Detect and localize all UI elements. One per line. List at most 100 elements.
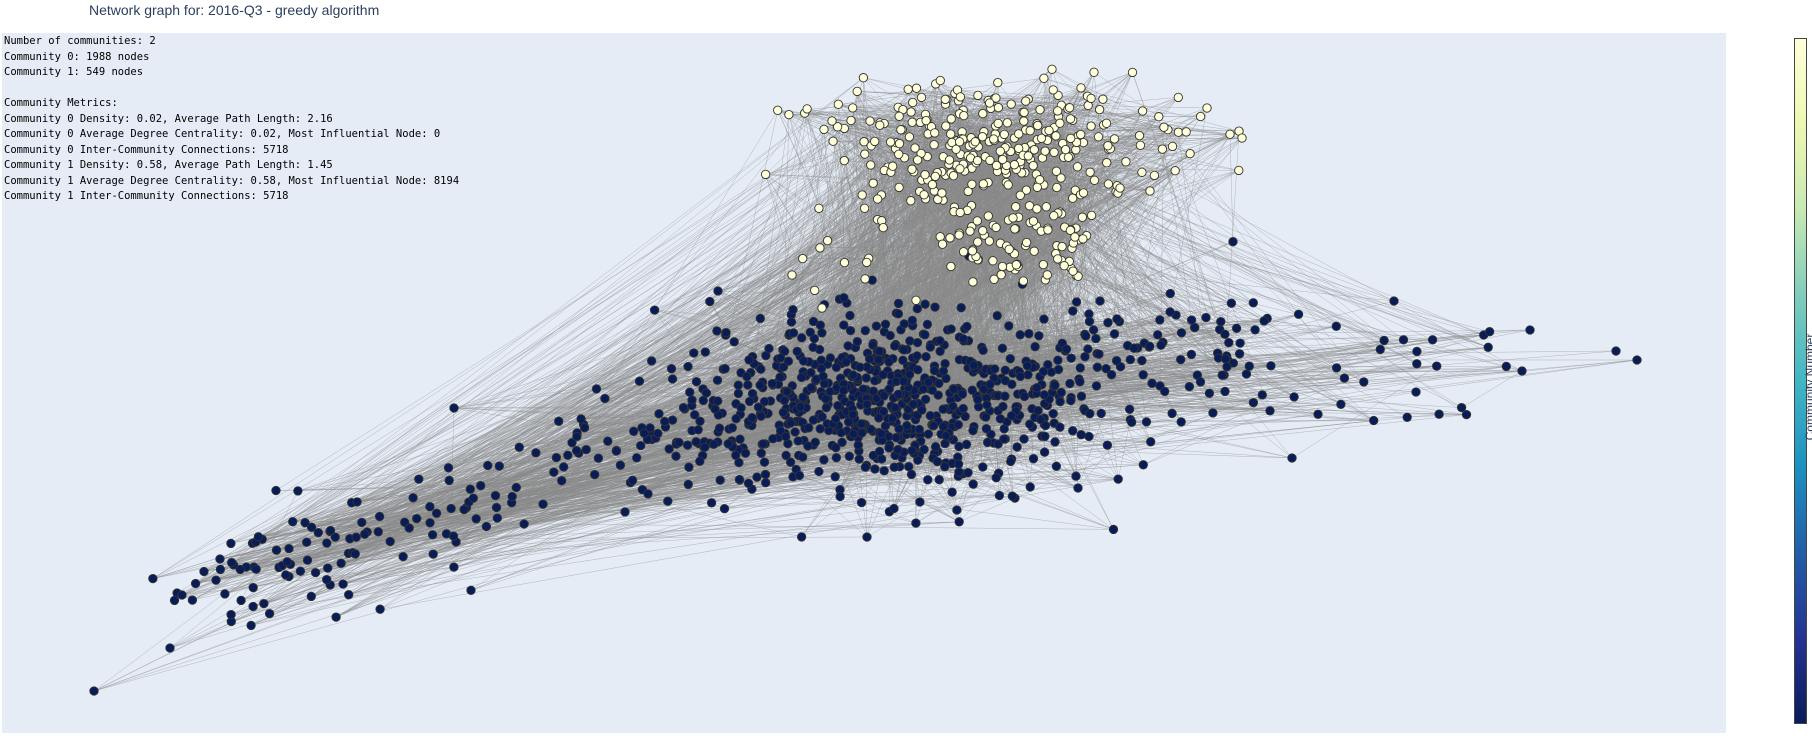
community-1-node[interactable]	[1051, 166, 1062, 176]
community-0-node[interactable]	[999, 434, 1009, 444]
community-1-node[interactable]	[1089, 67, 1099, 77]
community-0-node[interactable]	[1083, 344, 1093, 354]
community-0-node[interactable]	[845, 325, 856, 336]
community-0-node[interactable]	[1127, 417, 1137, 427]
community-0-node[interactable]	[878, 406, 889, 417]
community-0-node[interactable]	[1019, 391, 1030, 402]
community-0-node[interactable]	[1287, 453, 1297, 463]
community-1-node[interactable]	[1068, 266, 1078, 276]
community-0-node[interactable]	[351, 532, 361, 542]
community-0-node[interactable]	[817, 328, 827, 338]
community-0-node[interactable]	[1216, 316, 1226, 327]
community-1-node[interactable]	[760, 169, 771, 180]
community-0-node[interactable]	[861, 373, 871, 383]
community-0-node[interactable]	[427, 530, 438, 540]
community-0-node[interactable]	[913, 365, 923, 375]
community-0-node[interactable]	[862, 532, 872, 542]
community-1-node[interactable]	[1008, 213, 1018, 223]
community-0-node[interactable]	[1201, 312, 1211, 323]
community-0-node[interactable]	[979, 384, 989, 394]
community-1-node[interactable]	[1195, 111, 1206, 122]
community-1-node[interactable]	[1094, 104, 1105, 115]
community-1-node[interactable]	[857, 190, 867, 200]
community-0-node[interactable]	[685, 387, 695, 397]
community-0-node[interactable]	[1007, 491, 1018, 501]
community-0-node[interactable]	[1389, 296, 1399, 306]
community-1-node[interactable]	[996, 270, 1006, 280]
community-0-node[interactable]	[449, 403, 459, 413]
community-0-node[interactable]	[933, 390, 943, 400]
community-0-node[interactable]	[1050, 380, 1060, 390]
community-0-node[interactable]	[876, 429, 886, 439]
community-0-node[interactable]	[1434, 409, 1444, 419]
community-0-node[interactable]	[795, 402, 806, 412]
community-1-node[interactable]	[1089, 175, 1100, 185]
community-1-node[interactable]	[920, 170, 930, 180]
community-0-node[interactable]	[768, 434, 778, 444]
community-1-node[interactable]	[903, 84, 913, 94]
community-0-node[interactable]	[953, 459, 964, 469]
community-0-node[interactable]	[949, 384, 959, 394]
community-1-node[interactable]	[1056, 173, 1066, 183]
community-0-node[interactable]	[779, 395, 790, 406]
community-0-node[interactable]	[870, 464, 880, 474]
community-1-node[interactable]	[1145, 186, 1155, 196]
community-0-node[interactable]	[733, 388, 744, 399]
community-0-node[interactable]	[211, 575, 221, 585]
community-0-node[interactable]	[226, 609, 236, 620]
community-0-node[interactable]	[1289, 392, 1299, 402]
community-1-node[interactable]	[1011, 260, 1021, 270]
community-1-node[interactable]	[1121, 157, 1131, 167]
community-0-node[interactable]	[514, 442, 524, 452]
community-0-node[interactable]	[1023, 370, 1033, 380]
community-0-node[interactable]	[1186, 349, 1197, 360]
community-0-node[interactable]	[1112, 314, 1122, 324]
community-1-node[interactable]	[919, 190, 929, 200]
community-0-node[interactable]	[1091, 381, 1102, 391]
community-1-node[interactable]	[1004, 244, 1014, 254]
community-0-node[interactable]	[1484, 327, 1495, 337]
community-1-node[interactable]	[1234, 165, 1244, 176]
community-0-node[interactable]	[764, 343, 774, 354]
community-0-node[interactable]	[693, 425, 703, 435]
community-0-node[interactable]	[1313, 409, 1323, 419]
community-0-node[interactable]	[557, 476, 567, 486]
community-0-node[interactable]	[449, 562, 459, 572]
community-0-node[interactable]	[1257, 390, 1267, 400]
community-0-node[interactable]	[857, 428, 867, 438]
community-0-node[interactable]	[920, 394, 931, 404]
community-0-node[interactable]	[1411, 387, 1421, 397]
community-0-node[interactable]	[494, 461, 504, 471]
community-0-node[interactable]	[246, 620, 256, 631]
community-0-node[interactable]	[786, 418, 796, 428]
community-0-node[interactable]	[922, 319, 933, 330]
community-0-node[interactable]	[831, 442, 841, 453]
community-1-node[interactable]	[1149, 170, 1160, 181]
community-1-node[interactable]	[846, 115, 856, 126]
community-0-node[interactable]	[884, 357, 894, 367]
community-1-node[interactable]	[859, 203, 870, 213]
community-0-node[interactable]	[1101, 363, 1111, 374]
community-0-node[interactable]	[700, 442, 710, 452]
community-1-node[interactable]	[839, 155, 849, 166]
community-0-node[interactable]	[806, 383, 816, 393]
community-0-node[interactable]	[962, 321, 972, 332]
community-0-node[interactable]	[695, 456, 705, 466]
community-1-node[interactable]	[1019, 116, 1029, 126]
community-0-node[interactable]	[785, 457, 796, 467]
community-0-node[interactable]	[781, 450, 791, 461]
community-0-node[interactable]	[1102, 440, 1113, 450]
community-0-node[interactable]	[808, 342, 818, 352]
community-0-node[interactable]	[443, 463, 454, 473]
community-0-node[interactable]	[338, 579, 348, 589]
community-0-node[interactable]	[992, 311, 1002, 321]
community-1-node[interactable]	[921, 115, 931, 126]
community-0-node[interactable]	[990, 364, 1000, 374]
community-0-node[interactable]	[794, 470, 805, 481]
community-1-node[interactable]	[907, 164, 917, 174]
community-0-node[interactable]	[468, 493, 478, 503]
community-0-node[interactable]	[781, 431, 791, 442]
community-0-node[interactable]	[808, 316, 819, 327]
community-0-node[interactable]	[1024, 329, 1034, 339]
community-0-node[interactable]	[360, 529, 370, 539]
